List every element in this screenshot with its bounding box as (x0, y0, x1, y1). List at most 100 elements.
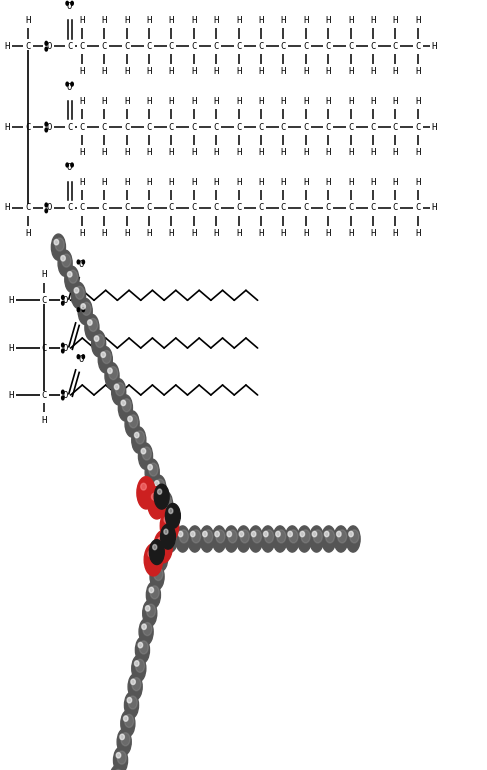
Ellipse shape (88, 320, 92, 325)
Text: C: C (79, 42, 85, 51)
Ellipse shape (105, 363, 119, 389)
Ellipse shape (301, 530, 310, 543)
Ellipse shape (155, 479, 165, 492)
Ellipse shape (75, 286, 84, 300)
Ellipse shape (204, 530, 213, 543)
Ellipse shape (147, 604, 155, 618)
Ellipse shape (68, 272, 72, 277)
Ellipse shape (164, 526, 177, 552)
Text: H: H (415, 229, 421, 238)
Ellipse shape (158, 489, 162, 494)
Ellipse shape (190, 531, 195, 537)
Text: H: H (303, 229, 309, 238)
Text: H: H (236, 178, 242, 187)
Ellipse shape (55, 238, 64, 251)
Text: H: H (213, 148, 219, 157)
Text: H: H (169, 178, 174, 187)
Text: H: H (325, 148, 331, 157)
Text: H: H (169, 67, 174, 76)
Ellipse shape (132, 427, 146, 453)
Text: C: C (101, 203, 107, 213)
Text: C: C (258, 203, 264, 213)
Ellipse shape (300, 531, 304, 537)
Ellipse shape (325, 530, 335, 543)
Text: H: H (258, 67, 264, 76)
Ellipse shape (118, 395, 132, 421)
Text: H: H (431, 42, 437, 51)
Circle shape (61, 396, 64, 400)
Ellipse shape (134, 661, 139, 666)
Ellipse shape (153, 569, 157, 574)
Ellipse shape (288, 531, 292, 537)
Ellipse shape (128, 417, 132, 422)
Text: C: C (303, 42, 309, 51)
Ellipse shape (110, 765, 124, 770)
Text: H: H (25, 229, 31, 238)
Text: H: H (348, 229, 354, 238)
Ellipse shape (62, 254, 71, 267)
Text: H: H (191, 148, 197, 157)
Text: C: C (25, 122, 31, 132)
Text: H: H (281, 148, 286, 157)
Text: H: H (303, 97, 309, 106)
Text: H: H (191, 67, 197, 76)
Ellipse shape (225, 526, 238, 552)
Text: H: H (415, 178, 421, 187)
Ellipse shape (164, 529, 168, 534)
Ellipse shape (188, 526, 202, 552)
Ellipse shape (346, 526, 360, 552)
Text: H: H (79, 97, 85, 106)
Ellipse shape (65, 266, 79, 293)
Circle shape (66, 82, 68, 86)
Ellipse shape (200, 526, 214, 552)
Ellipse shape (150, 540, 164, 564)
Ellipse shape (349, 531, 353, 537)
Text: O: O (62, 343, 68, 353)
Circle shape (61, 343, 64, 347)
Text: H: H (79, 16, 85, 25)
Circle shape (45, 128, 48, 132)
Text: H: H (101, 148, 107, 157)
Text: C: C (191, 42, 197, 51)
Ellipse shape (128, 674, 142, 700)
Text: H: H (79, 229, 85, 238)
Text: H: H (41, 270, 47, 280)
Ellipse shape (101, 352, 106, 357)
Ellipse shape (92, 330, 106, 357)
Text: C: C (393, 203, 398, 213)
Text: H: H (415, 16, 421, 25)
Text: H: H (169, 148, 174, 157)
Ellipse shape (150, 564, 164, 590)
Ellipse shape (310, 526, 323, 552)
Text: H: H (146, 67, 152, 76)
Text: H: H (258, 16, 264, 25)
Text: O: O (46, 203, 52, 213)
Text: H: H (303, 16, 309, 25)
Ellipse shape (54, 239, 58, 245)
Ellipse shape (129, 415, 138, 428)
Ellipse shape (313, 530, 322, 543)
Ellipse shape (169, 508, 173, 514)
Ellipse shape (115, 383, 125, 396)
Text: H: H (393, 178, 398, 187)
Text: H: H (393, 148, 398, 157)
Ellipse shape (95, 334, 104, 347)
Text: H: H (303, 67, 309, 76)
Text: H: H (101, 97, 107, 106)
Circle shape (45, 209, 48, 213)
Text: C: C (258, 122, 264, 132)
Text: H: H (191, 178, 197, 187)
Ellipse shape (148, 464, 152, 470)
Text: H: H (146, 229, 152, 238)
Text: H: H (124, 97, 130, 106)
Text: H: H (146, 148, 152, 157)
Ellipse shape (152, 475, 166, 501)
Text: C: C (281, 122, 286, 132)
Ellipse shape (143, 601, 157, 627)
Ellipse shape (149, 588, 153, 593)
Text: H: H (281, 229, 286, 238)
Circle shape (45, 203, 48, 207)
Text: C: C (348, 122, 354, 132)
Text: H: H (236, 97, 242, 106)
Ellipse shape (148, 551, 154, 557)
